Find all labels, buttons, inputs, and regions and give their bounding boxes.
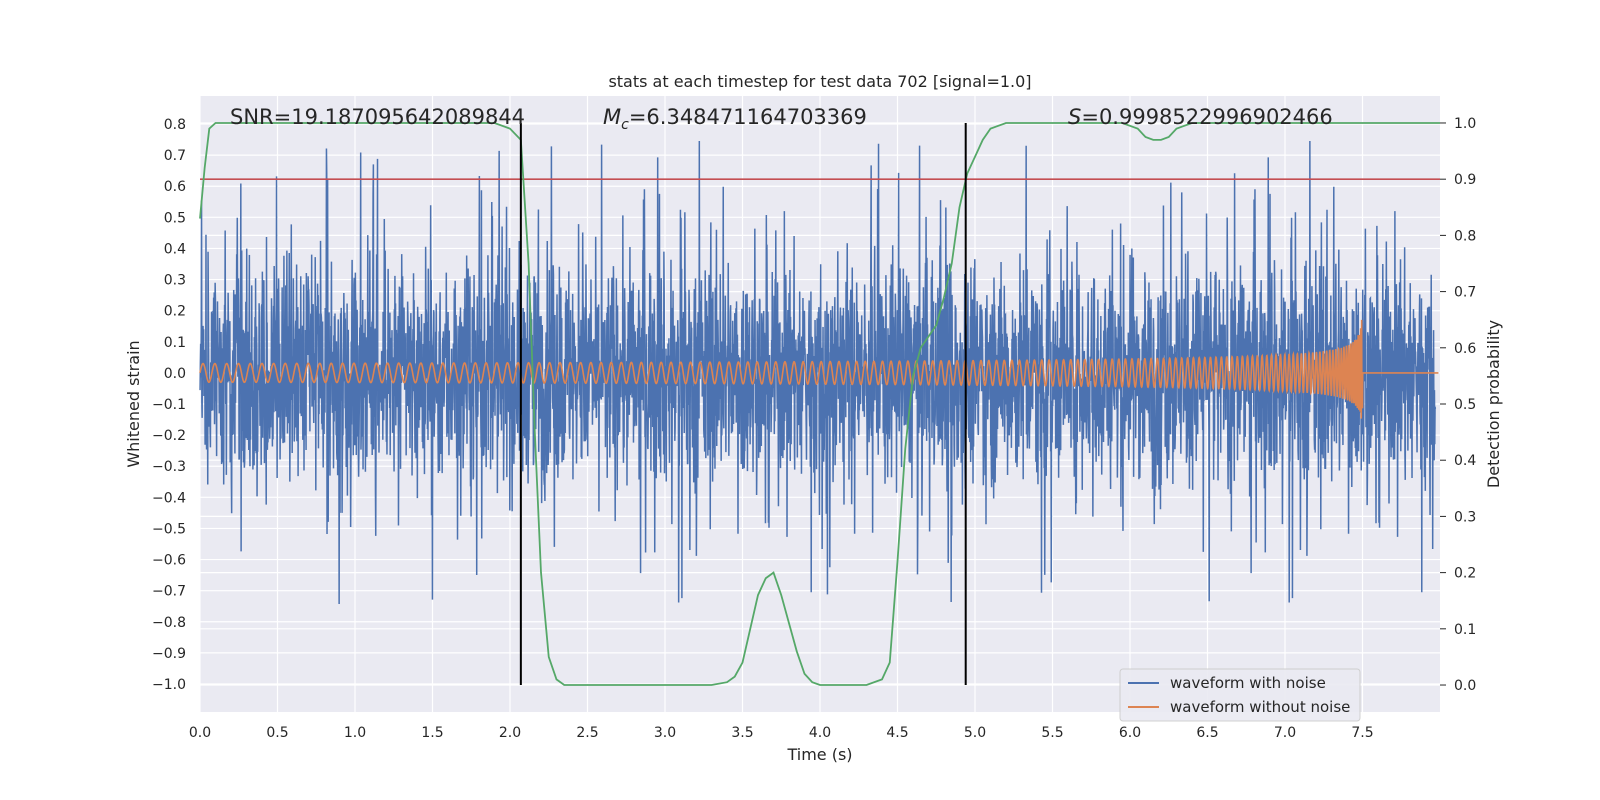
y-tick-label: −0.7 bbox=[152, 584, 186, 600]
y2-tick-label: 0.6 bbox=[1454, 341, 1476, 357]
series-waveform-without-noise bbox=[199, 319, 1439, 419]
x-tick-label: 7.5 bbox=[1351, 725, 1373, 741]
x-tick-label: 4.5 bbox=[886, 725, 908, 741]
y2-tick-label: 0.9 bbox=[1454, 172, 1476, 188]
x-tick-label: 3.0 bbox=[654, 725, 676, 741]
y2-tick-label: 0.4 bbox=[1454, 453, 1476, 469]
x-tick-label: 6.0 bbox=[1119, 725, 1141, 741]
y-tick-label: 0.8 bbox=[164, 117, 186, 133]
legend-label-noise: waveform with noise bbox=[1170, 674, 1326, 692]
y2-ticks: 1.0 0.9 0.8 0.7 0.6 0.5 0.4 0.3 0.2 0.1 0.0 bbox=[1440, 116, 1476, 694]
y2-tick-label: 0.1 bbox=[1454, 622, 1476, 638]
y-tick-label: −1.0 bbox=[152, 677, 186, 693]
y-tick-label: 0.5 bbox=[164, 210, 186, 226]
y-tick-label: −0.2 bbox=[152, 428, 186, 444]
mc-annotation: Mc=6.348471164703369 bbox=[603, 105, 867, 133]
y-tick-label: 0.1 bbox=[164, 335, 186, 351]
x-tick-label: 3.5 bbox=[731, 725, 753, 741]
y-tick-label: −0.9 bbox=[152, 646, 186, 662]
x-tick-label: 1.5 bbox=[421, 725, 443, 741]
y2-tick-label: 1.0 bbox=[1454, 116, 1476, 132]
y-axis-label: Whitened strain bbox=[124, 340, 143, 467]
y-tick-label: −0.8 bbox=[152, 615, 186, 631]
y-tick-label: 0.2 bbox=[164, 304, 186, 320]
series-waveform-with-noise bbox=[199, 140, 1437, 604]
y2-tick-label: 0.5 bbox=[1454, 397, 1476, 413]
x-tick-label: 7.0 bbox=[1274, 725, 1296, 741]
y-tick-label: −0.5 bbox=[152, 521, 186, 537]
y2-tick-label: 0.8 bbox=[1454, 228, 1476, 244]
x-ticks: 0.0 0.5 1.0 1.5 2.0 2.5 3.0 3.5 4.0 4.5 5.0 5.5 6.0 6… bbox=[189, 725, 1374, 741]
legend-label-clean: waveform without noise bbox=[1170, 698, 1350, 716]
s-annotation-value: =0.9998522996902466 bbox=[1081, 105, 1332, 129]
chart-title: stats at each timestep for test data 702… bbox=[608, 72, 1031, 91]
series-detection-probability bbox=[199, 122, 1440, 686]
y-tick-label: −0.6 bbox=[152, 553, 186, 569]
legend-box bbox=[1119, 668, 1361, 722]
y-tick-label: 0.7 bbox=[164, 148, 186, 164]
x-tick-label: 2.5 bbox=[576, 725, 598, 741]
y-ticks: 0.8 0.7 0.6 0.5 0.4 0.3 0.2 0.1 0.0 −0.1 −0.2 −0.3 −… bbox=[152, 117, 186, 693]
plot-area bbox=[199, 122, 1440, 686]
legend: waveform with noise waveform without noi… bbox=[1119, 668, 1361, 722]
y-tick-label: −0.3 bbox=[152, 459, 186, 475]
y2-axis-label: Detection probability bbox=[1484, 320, 1503, 488]
x-tick-label: 5.0 bbox=[964, 725, 986, 741]
y-tick-label: 0.4 bbox=[164, 241, 186, 257]
y2-tick-label: 0.3 bbox=[1454, 509, 1476, 525]
s-annotation: S=0.9998522996902466 bbox=[1068, 105, 1333, 129]
snr-annotation: SNR=19.187095642089844 bbox=[230, 105, 525, 129]
y2-tick-label: 0.7 bbox=[1454, 285, 1476, 301]
y2-tick-label: 0.2 bbox=[1454, 566, 1476, 582]
x-tick-label: 2.0 bbox=[499, 725, 521, 741]
y2-tick-label: 0.0 bbox=[1454, 678, 1476, 694]
x-tick-label: 6.5 bbox=[1196, 725, 1218, 741]
x-tick-label: 4.0 bbox=[809, 725, 831, 741]
mc-annotation-value: =6.348471164703369 bbox=[629, 105, 867, 129]
y-tick-label: 0.6 bbox=[164, 179, 186, 195]
x-tick-label: 0.0 bbox=[189, 725, 211, 741]
x-tick-label: 0.5 bbox=[266, 725, 288, 741]
y-tick-label: −0.1 bbox=[152, 397, 186, 413]
x-tick-label: 5.5 bbox=[1041, 725, 1063, 741]
y-tick-label: 0.3 bbox=[164, 273, 186, 289]
x-axis-label: Time (s) bbox=[786, 745, 852, 764]
y-tick-label: 0.0 bbox=[164, 366, 186, 382]
x-tick-label: 1.0 bbox=[344, 725, 366, 741]
y-tick-label: −0.4 bbox=[152, 490, 186, 506]
